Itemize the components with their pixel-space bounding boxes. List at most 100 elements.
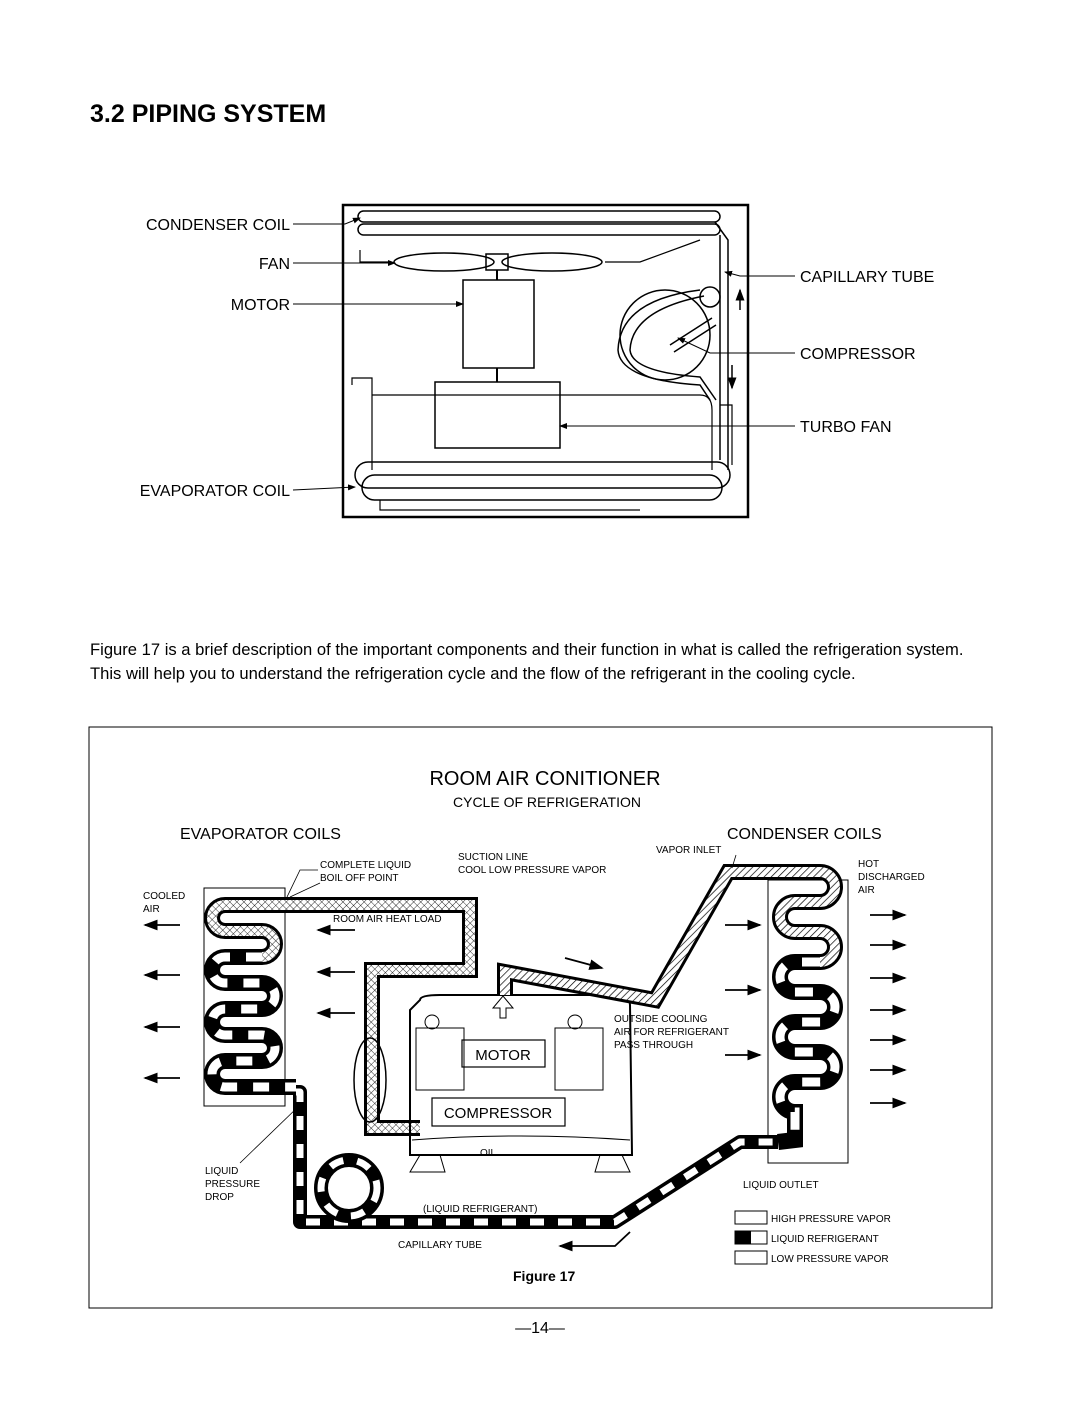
shape-path xyxy=(293,217,361,225)
label: COMPRESSOR xyxy=(800,346,916,363)
shape-rect xyxy=(361,474,723,501)
shape-rect xyxy=(431,1097,566,1127)
label: FAN xyxy=(259,256,290,273)
shape-circle xyxy=(699,286,721,308)
label: TURBO FAN xyxy=(800,419,892,436)
shape-circle xyxy=(424,1014,440,1030)
shape-rect xyxy=(462,279,535,369)
shape-path xyxy=(359,239,701,263)
shape-path xyxy=(731,854,737,869)
label: SUCTION LINE xyxy=(458,852,528,863)
shape-path xyxy=(629,295,717,401)
label: EVAPORATOR COIL xyxy=(140,483,290,500)
label: DROP xyxy=(205,1192,234,1203)
shape-path xyxy=(720,404,733,465)
shape-path xyxy=(351,377,713,470)
caption: Figure 17 xyxy=(513,1268,575,1284)
label: PASS THROUGH xyxy=(614,1040,693,1051)
legend-label: LIQUID REFRIGERANT xyxy=(771,1234,879,1245)
shape-path xyxy=(558,1231,631,1252)
shape-path xyxy=(714,221,729,470)
shape-path xyxy=(239,869,321,1164)
shape-path xyxy=(204,949,296,1095)
shape-rect xyxy=(554,1027,604,1091)
label: CAPILLARY TUBE xyxy=(800,269,934,286)
label: MOTOR xyxy=(231,297,290,314)
piping-labels: CONDENSER COIL FAN MOTOR EVAPORATOR COIL… xyxy=(140,217,935,500)
shape-g xyxy=(143,909,907,1252)
label: COOL LOW PRESSURE VAPOR xyxy=(458,865,606,876)
shape-path xyxy=(669,317,717,353)
label: (LIQUID REFRIGERANT) xyxy=(423,1204,537,1215)
shape-path xyxy=(379,500,640,511)
shape-line xyxy=(564,957,604,970)
shape-rect xyxy=(434,381,561,449)
shape-path xyxy=(500,867,820,1006)
shape-path xyxy=(292,897,478,1136)
shape-rect xyxy=(734,1250,768,1265)
legend-label: LOW PRESSURE VAPOR xyxy=(771,1254,889,1265)
shape-rect xyxy=(734,1210,768,1225)
label: LIQUID xyxy=(205,1166,238,1177)
shape-rect xyxy=(485,253,509,271)
label: COOLED xyxy=(143,891,185,902)
shape-rect xyxy=(203,887,286,1107)
shape-rect xyxy=(415,1027,465,1091)
shape-rect xyxy=(735,1231,751,1244)
shape-path xyxy=(724,270,795,277)
shape-path xyxy=(292,900,475,1133)
label: AIR xyxy=(858,885,875,896)
title: ROOM AIR CONITIONER xyxy=(429,768,660,790)
label: PRESSURE xyxy=(205,1179,260,1190)
label: HOT xyxy=(858,859,879,870)
shape-rect xyxy=(341,203,750,519)
subtitle: CYCLE OF REFRIGERATION xyxy=(453,794,641,810)
shape-path xyxy=(207,952,296,1092)
cycle-labels: ROOM AIR CONITIONER CYCLE OF REFRIGERATI… xyxy=(143,768,925,1284)
paragraph: Figure 17 is a brief description of the … xyxy=(90,640,964,683)
shape-rect xyxy=(354,461,731,489)
page-number: —14— xyxy=(515,1320,565,1337)
shape-circle xyxy=(567,1014,583,1030)
shape-path xyxy=(617,289,711,401)
piping-diagram xyxy=(292,203,795,519)
shape-path xyxy=(772,864,843,970)
shape-path xyxy=(409,1154,631,1173)
shape-path xyxy=(411,1135,631,1141)
label: VAPOR INLET xyxy=(656,845,721,856)
label: AIR xyxy=(143,904,160,915)
label: CONDENSER COILS xyxy=(727,826,882,843)
shape-ellipse xyxy=(353,1037,387,1123)
label: COMPLETE LIQUID xyxy=(320,860,411,871)
shape-path xyxy=(207,900,292,962)
shape-path xyxy=(677,337,795,354)
heading: 3.2 PIPING SYSTEM xyxy=(90,100,327,128)
shape-path xyxy=(292,484,356,491)
shape-rect xyxy=(357,223,721,236)
shape-rect xyxy=(88,726,993,1309)
label: AIR FOR REFRIGERANT xyxy=(614,1027,729,1038)
legend-label: HIGH PRESSURE VAPOR xyxy=(771,1214,891,1225)
shape-ellipse xyxy=(393,252,495,272)
refrigeration-cycle xyxy=(88,726,993,1309)
shape-path xyxy=(775,957,840,1140)
shape-path xyxy=(296,1088,778,1226)
label: CAPILLARY TUBE xyxy=(398,1240,482,1251)
label: EVAPORATOR COILS xyxy=(180,826,341,843)
shape-rect xyxy=(461,1039,546,1068)
label: OUTSIDE COOLING xyxy=(614,1014,708,1025)
label: DISCHARGED xyxy=(858,872,925,883)
label: OIL xyxy=(480,1148,497,1159)
label: BOIL OFF POINT xyxy=(320,873,399,884)
label: CONDENSER COIL xyxy=(146,217,290,234)
label: MOTOR xyxy=(475,1047,531,1064)
shape-path xyxy=(491,995,515,1019)
label: ROOM AIR HEAT LOAD xyxy=(333,914,442,925)
shape-path xyxy=(775,867,840,967)
shape-rect xyxy=(357,210,721,223)
shape-circle xyxy=(317,1156,381,1220)
shape-ellipse xyxy=(501,252,603,272)
shape-path xyxy=(409,994,634,1156)
